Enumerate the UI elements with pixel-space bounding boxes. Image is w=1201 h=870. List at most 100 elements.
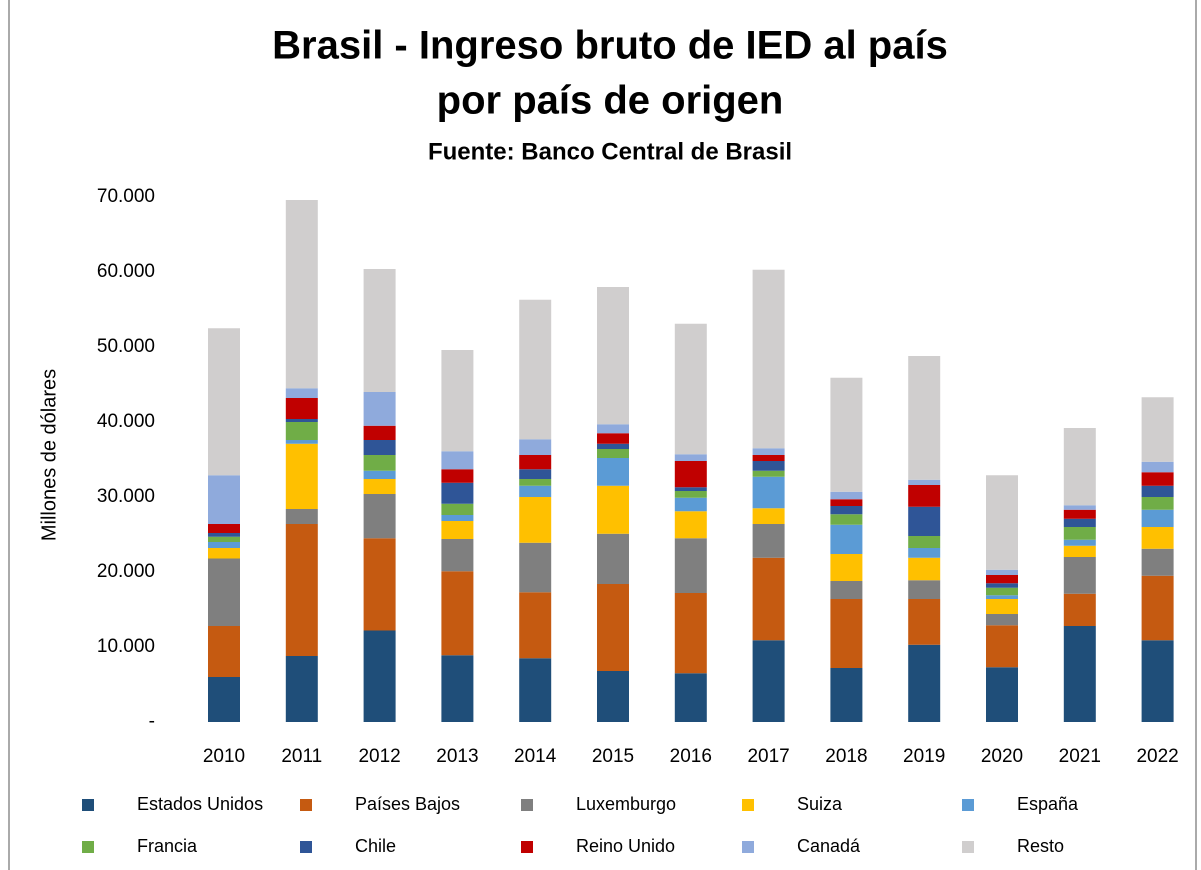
bar-segment <box>908 548 941 558</box>
bar-segment <box>830 514 863 525</box>
bar-segment <box>908 485 941 507</box>
legend-swatch <box>521 799 533 811</box>
bar-segment <box>830 377 863 492</box>
x-tick-label: 2019 <box>903 746 945 767</box>
bar-segment <box>363 630 396 722</box>
bar-segment <box>986 595 1018 599</box>
bar-segment <box>285 440 318 444</box>
bar-segment <box>519 485 552 497</box>
bar-segment <box>441 655 474 722</box>
legend-swatch <box>521 841 533 853</box>
bar-segment <box>285 419 318 422</box>
legend-label: Francia <box>137 836 198 856</box>
bar-segment <box>830 524 863 554</box>
bar-segment <box>674 491 707 498</box>
legend-swatch <box>742 799 754 811</box>
bar-segment <box>986 625 1018 668</box>
bar-segment <box>1141 497 1174 510</box>
x-tick-label: 2012 <box>358 746 400 767</box>
bar-segment <box>363 269 396 392</box>
bar-segment <box>752 470 785 477</box>
bar-segment <box>1141 509 1174 527</box>
bar-segment <box>830 581 863 599</box>
bar-segment <box>519 455 552 470</box>
x-tick-label: 2021 <box>1059 746 1101 767</box>
bar-segment <box>752 448 785 455</box>
bar-segment <box>1063 518 1096 527</box>
x-tick-label: 2020 <box>981 746 1023 767</box>
x-tick-label: 2018 <box>825 746 867 767</box>
bar-segment <box>441 451 474 470</box>
legend-swatch <box>82 841 94 853</box>
bar-segment <box>1141 485 1174 497</box>
legend-label: Chile <box>355 836 396 856</box>
bar-segment <box>986 475 1018 570</box>
bar-segment <box>986 575 1018 584</box>
bar-segment <box>1063 527 1096 540</box>
y-tick-label: 40.000 <box>97 411 155 432</box>
chart-subtitle: Fuente: Banco Central de Brasil <box>428 138 792 165</box>
x-tick-label: 2013 <box>436 746 478 767</box>
bar-segment <box>441 521 474 539</box>
bar-segment <box>752 269 785 449</box>
bar-segment <box>285 509 318 524</box>
bar-segment <box>986 614 1018 626</box>
bar-segment <box>908 479 941 485</box>
bar-segment <box>285 388 318 398</box>
bar-segment <box>363 392 396 426</box>
bar-segment <box>1141 548 1174 576</box>
bar-segment <box>908 599 941 645</box>
bar-segment <box>285 524 318 656</box>
bar-segment <box>363 455 396 471</box>
legend-swatch <box>300 841 312 853</box>
bar-segment <box>752 557 785 641</box>
x-tick-label: 2011 <box>281 746 322 767</box>
bar-segment <box>830 554 863 581</box>
x-tick-label: 2015 <box>592 746 634 767</box>
x-tick-label: 2014 <box>514 746 557 767</box>
bar-segment <box>674 673 707 722</box>
bar-segment <box>441 350 474 452</box>
bar-segment <box>1063 505 1096 510</box>
bar-segment <box>752 524 785 558</box>
bar-segment <box>285 443 318 509</box>
bar-segment <box>752 476 785 509</box>
chart-title: Brasil - Ingreso bruto de IED al país <box>272 24 948 68</box>
bar-segment <box>441 503 474 515</box>
y-tick-label: 60.000 <box>97 261 155 282</box>
legend-label: Reino Unido <box>576 836 675 856</box>
legend-label: Países Bajos <box>355 794 460 814</box>
bar-segment <box>674 497 707 512</box>
bar-segment <box>1141 472 1174 486</box>
bar-segment <box>597 424 629 434</box>
bar-segment <box>441 469 474 483</box>
bar-segment <box>208 475 240 524</box>
legend-label: España <box>1017 794 1079 814</box>
bar-segment <box>1063 509 1096 519</box>
bar-segment <box>1141 640 1174 722</box>
legend-swatch <box>962 799 974 811</box>
bar-segment <box>1063 428 1096 506</box>
y-tick-label: 30.000 <box>97 486 155 507</box>
legend-label: Canadá <box>797 836 861 856</box>
bar-segment <box>1063 539 1096 546</box>
bar-segment <box>208 328 240 476</box>
bar-segment <box>830 506 863 515</box>
bar-segment <box>441 539 474 572</box>
bar-segment <box>908 506 941 536</box>
bar-segment <box>752 461 785 471</box>
bar-segment <box>986 599 1018 614</box>
x-tick-label: 2010 <box>203 746 245 767</box>
legend-label: Suiza <box>797 794 843 814</box>
bar-segment <box>1141 461 1174 473</box>
bar-segment <box>363 440 396 455</box>
chart-title: por país de origen <box>437 79 784 123</box>
bar-segment <box>208 677 240 722</box>
bar-segment <box>519 542 552 593</box>
bar-segment <box>674 511 707 539</box>
x-tick-label: 2016 <box>670 746 712 767</box>
bar-segment <box>1063 545 1096 557</box>
bar-segment <box>597 433 629 444</box>
bar-segment <box>597 449 629 458</box>
